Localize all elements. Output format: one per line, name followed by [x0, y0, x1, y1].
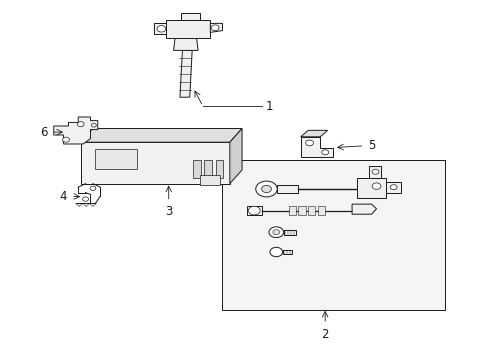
- Circle shape: [268, 227, 283, 238]
- Polygon shape: [180, 50, 192, 97]
- Circle shape: [305, 140, 313, 146]
- Circle shape: [371, 169, 378, 174]
- Circle shape: [90, 186, 96, 190]
- Circle shape: [77, 122, 84, 127]
- Polygon shape: [300, 137, 332, 157]
- Circle shape: [91, 123, 96, 127]
- Bar: [215, 160, 223, 178]
- Text: 3: 3: [164, 205, 172, 218]
- Bar: [288, 206, 295, 215]
- Polygon shape: [351, 204, 376, 214]
- Polygon shape: [271, 248, 281, 256]
- Circle shape: [272, 230, 279, 235]
- Circle shape: [255, 181, 277, 197]
- Polygon shape: [181, 13, 200, 20]
- Polygon shape: [368, 166, 381, 178]
- Text: 4: 4: [60, 190, 67, 203]
- Circle shape: [62, 137, 69, 142]
- Text: 6: 6: [40, 126, 47, 139]
- Bar: [307, 206, 315, 215]
- Polygon shape: [154, 23, 166, 34]
- Circle shape: [371, 183, 380, 189]
- Circle shape: [248, 206, 260, 215]
- Polygon shape: [356, 178, 386, 198]
- Bar: [317, 206, 325, 215]
- Circle shape: [321, 150, 328, 155]
- Polygon shape: [229, 129, 242, 184]
- Polygon shape: [81, 129, 242, 142]
- Polygon shape: [277, 185, 298, 193]
- Polygon shape: [81, 142, 229, 184]
- Polygon shape: [173, 38, 198, 50]
- Polygon shape: [386, 182, 400, 193]
- Circle shape: [157, 26, 165, 32]
- Text: 1: 1: [265, 100, 272, 113]
- Circle shape: [389, 185, 396, 190]
- Polygon shape: [222, 160, 444, 310]
- Bar: [298, 206, 305, 215]
- Bar: [204, 160, 212, 178]
- Text: 2: 2: [321, 328, 328, 341]
- Polygon shape: [283, 230, 295, 235]
- Bar: [95, 149, 137, 169]
- Polygon shape: [54, 117, 98, 144]
- Circle shape: [211, 25, 219, 31]
- Circle shape: [261, 185, 271, 193]
- Polygon shape: [210, 23, 222, 32]
- Polygon shape: [166, 20, 210, 38]
- Bar: [193, 160, 201, 178]
- Polygon shape: [246, 206, 261, 215]
- Circle shape: [269, 247, 282, 257]
- Polygon shape: [200, 175, 220, 185]
- Circle shape: [82, 197, 88, 201]
- Text: 5: 5: [367, 139, 375, 152]
- Polygon shape: [282, 250, 291, 254]
- Polygon shape: [300, 130, 327, 137]
